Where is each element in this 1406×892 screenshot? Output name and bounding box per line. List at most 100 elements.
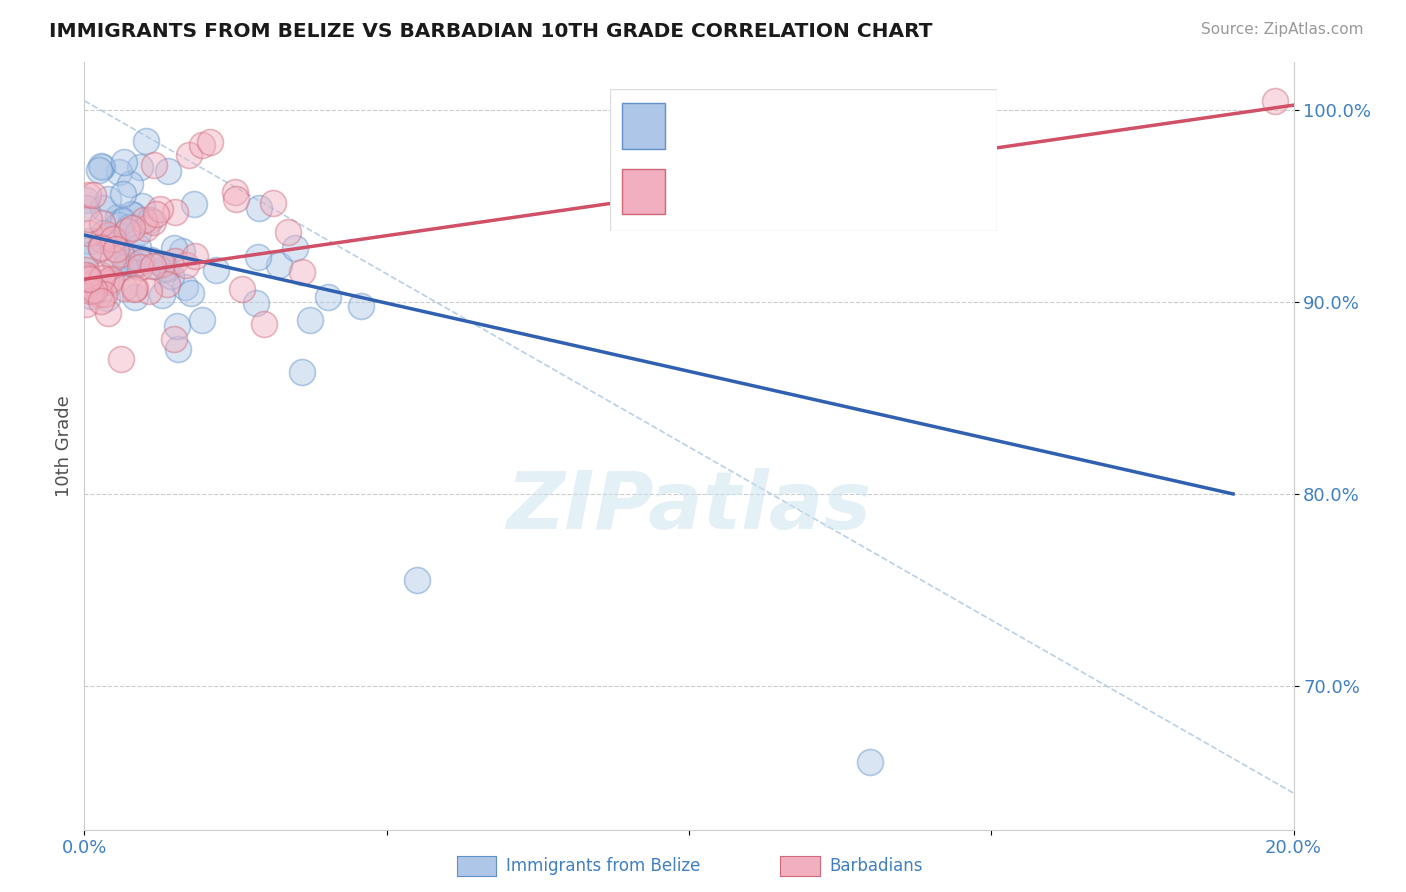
Point <box>172 244 194 258</box>
Point <box>75 268 97 282</box>
Point <box>253 317 276 331</box>
Point <box>224 185 246 199</box>
Point <box>90 160 112 174</box>
Point <box>93 227 115 241</box>
Point <box>120 207 142 221</box>
Point <box>166 319 188 334</box>
Point <box>142 215 165 229</box>
Point <box>121 221 143 235</box>
Point <box>108 164 131 178</box>
Point <box>77 187 100 202</box>
Point <box>183 197 205 211</box>
Point <box>79 234 101 248</box>
Point <box>117 255 139 269</box>
Point <box>122 282 145 296</box>
Point <box>90 271 112 285</box>
Point <box>120 177 142 191</box>
Point <box>98 228 121 243</box>
Point <box>247 250 270 264</box>
Point <box>87 163 110 178</box>
Text: Barbadians: Barbadians <box>830 857 924 875</box>
Point <box>77 270 100 285</box>
Text: Source: ZipAtlas.com: Source: ZipAtlas.com <box>1201 22 1364 37</box>
Point <box>75 277 97 292</box>
Point <box>96 291 118 305</box>
Point <box>101 252 124 266</box>
Point <box>127 240 149 254</box>
Point <box>284 241 307 255</box>
Point <box>135 134 157 148</box>
Point <box>98 273 121 287</box>
Point <box>277 225 299 239</box>
Point <box>76 271 98 285</box>
Point <box>112 155 135 169</box>
Point <box>112 186 135 201</box>
Point <box>77 212 100 227</box>
Point <box>231 282 253 296</box>
Point <box>100 237 122 252</box>
Point <box>104 242 127 256</box>
Point <box>129 255 152 269</box>
Point <box>97 227 120 242</box>
Point <box>156 277 179 291</box>
Point <box>107 210 129 224</box>
Point <box>163 241 186 255</box>
Point <box>79 243 101 257</box>
Point <box>100 275 122 289</box>
Point <box>191 137 214 152</box>
Point <box>150 257 173 271</box>
Point <box>94 275 117 289</box>
Point <box>267 258 290 272</box>
Point <box>83 275 105 289</box>
Point <box>245 296 267 310</box>
Point <box>77 248 100 262</box>
Point <box>205 263 228 277</box>
Point <box>163 332 186 346</box>
Point <box>127 227 149 241</box>
Point <box>104 258 127 272</box>
Point <box>150 288 173 302</box>
Point <box>165 254 187 268</box>
Text: Immigrants from Belize: Immigrants from Belize <box>506 857 700 875</box>
Point <box>79 272 101 286</box>
Point <box>77 226 100 240</box>
Point <box>156 262 179 277</box>
Point <box>75 202 97 216</box>
Point <box>90 294 112 309</box>
Point <box>174 258 197 272</box>
Point <box>103 232 125 246</box>
Point <box>180 285 202 300</box>
Point <box>97 192 120 206</box>
Point <box>174 280 197 294</box>
Point <box>107 218 129 232</box>
Point <box>129 260 152 275</box>
Point <box>156 164 179 178</box>
Point <box>75 297 97 311</box>
Point <box>93 286 115 301</box>
Point <box>142 259 165 273</box>
Point <box>89 287 111 301</box>
Point <box>117 224 139 238</box>
Point <box>90 159 112 173</box>
Point <box>135 221 157 235</box>
Point <box>75 262 97 277</box>
Point <box>184 249 207 263</box>
Point <box>138 213 160 227</box>
Point <box>115 255 138 269</box>
Point <box>291 265 314 279</box>
Point <box>114 260 136 274</box>
Point <box>91 216 114 230</box>
Point <box>225 192 247 206</box>
Point <box>198 135 221 149</box>
Point <box>262 196 284 211</box>
Point <box>143 158 166 172</box>
Y-axis label: 10th Grade: 10th Grade <box>55 395 73 497</box>
Point <box>134 212 156 227</box>
Point <box>97 306 120 320</box>
Point <box>1264 94 1286 108</box>
Point <box>90 268 112 282</box>
Point <box>406 573 429 587</box>
Point <box>77 272 100 286</box>
Point <box>90 241 112 255</box>
Point <box>179 147 201 161</box>
